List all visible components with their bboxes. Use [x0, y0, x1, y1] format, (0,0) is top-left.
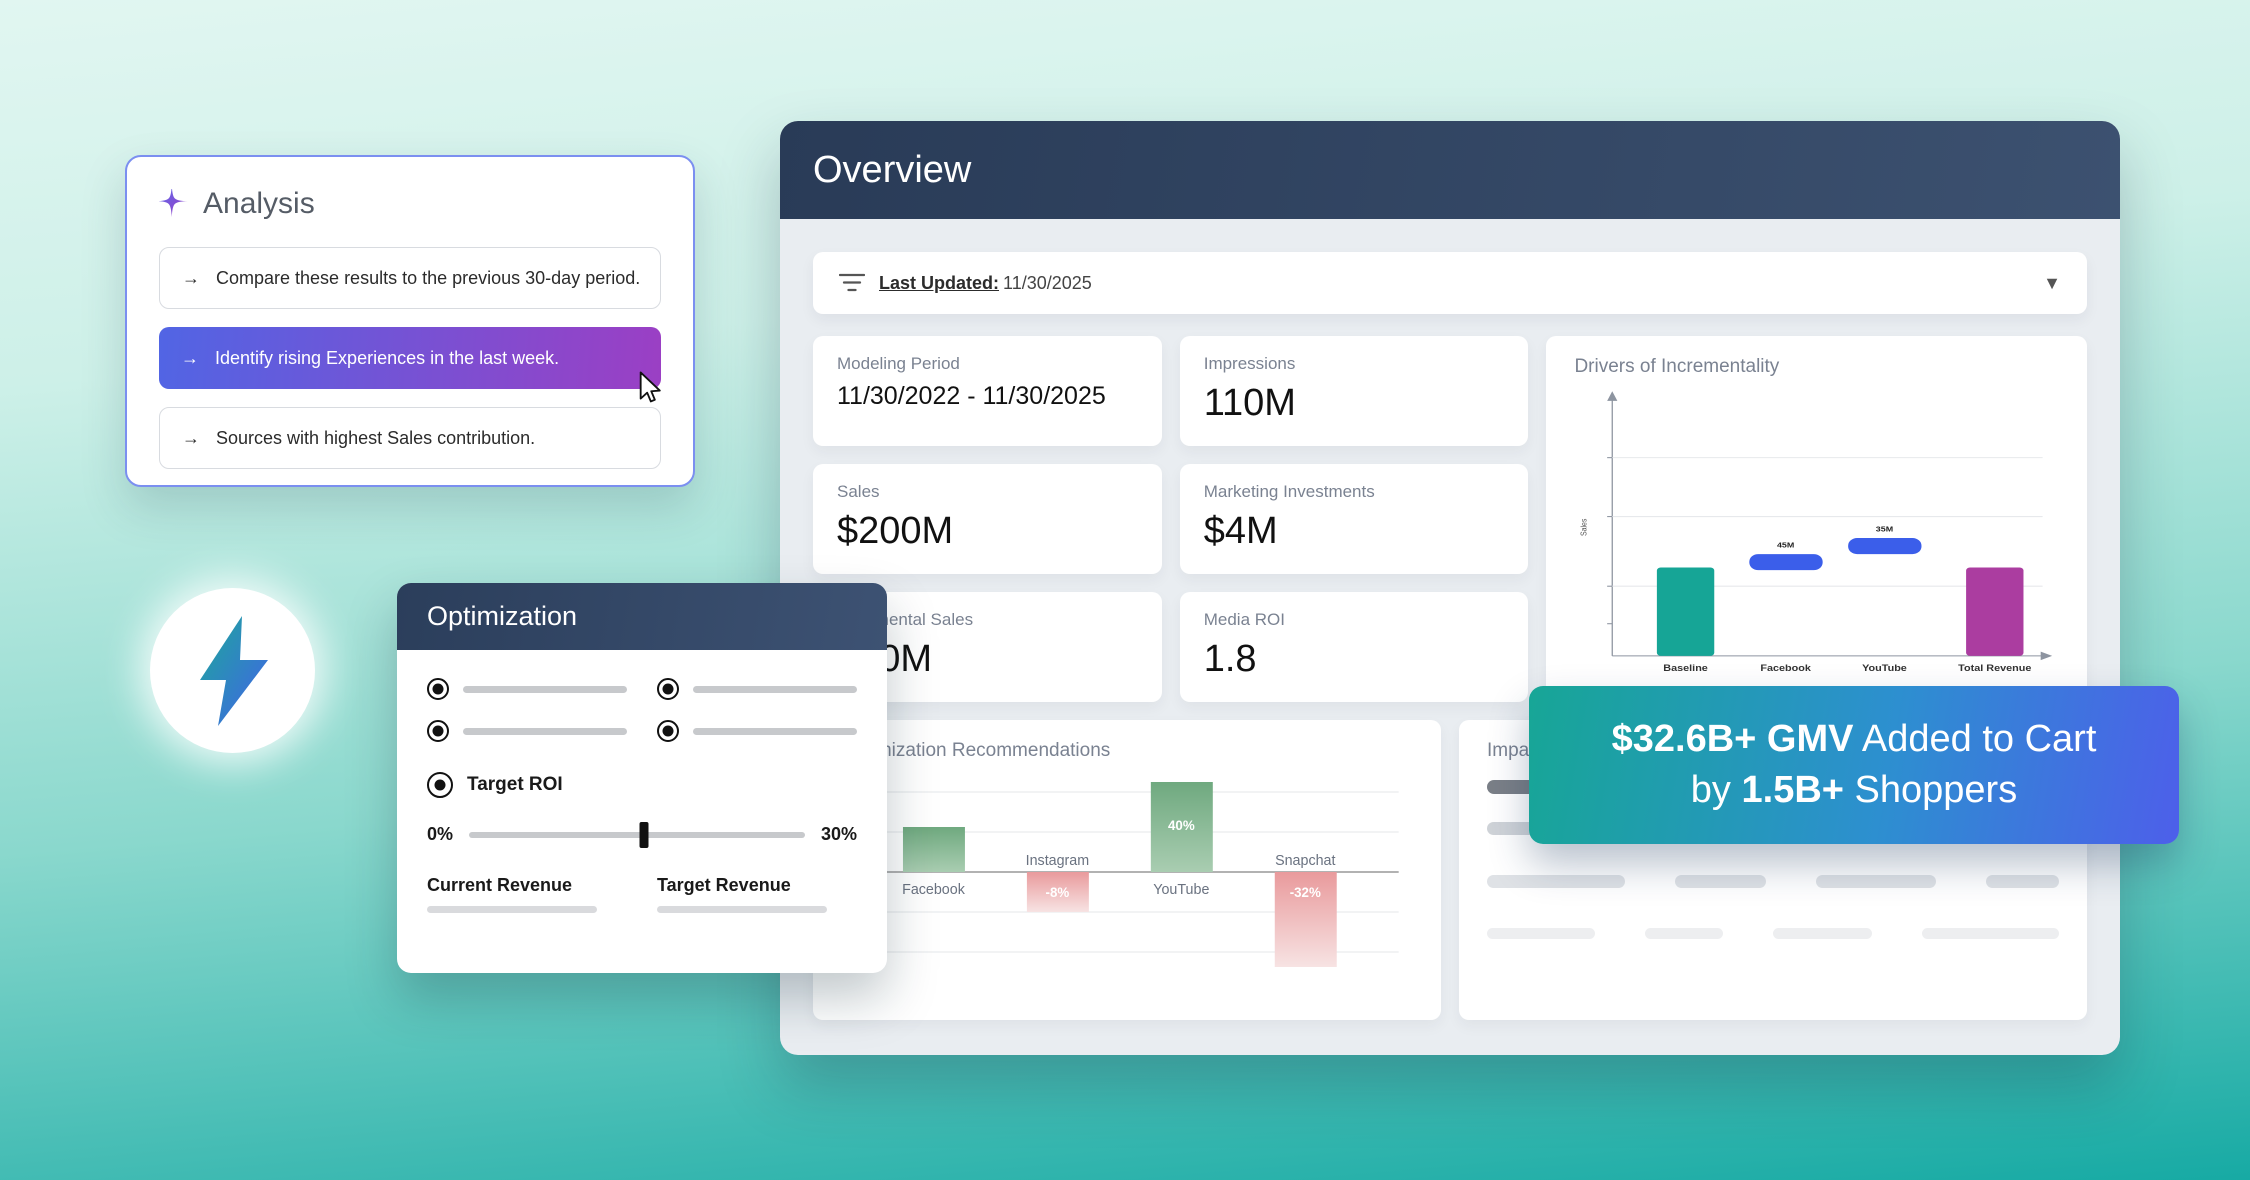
svg-text:Total Revenue: Total Revenue	[1959, 664, 2033, 674]
svg-text:35M: 35M	[1876, 525, 1893, 533]
svg-text:-8%: -8%	[1046, 885, 1070, 900]
svg-text:45M: 45M	[1777, 541, 1794, 549]
svg-text:Instagram: Instagram	[1026, 853, 1090, 869]
svg-text:Facebook: Facebook	[1761, 664, 1812, 674]
svg-text:Facebook: Facebook	[902, 882, 965, 898]
svg-text:-32%: -32%	[1290, 885, 1321, 900]
svg-text:Baseline: Baseline	[1664, 664, 1709, 674]
svg-text:Snapchat: Snapchat	[1275, 853, 1335, 869]
svg-text:Sales: Sales	[1580, 518, 1590, 536]
svg-text:YouTube: YouTube	[1153, 882, 1209, 898]
svg-text:40%: 40%	[1168, 818, 1195, 833]
svg-text:YouTube: YouTube	[1863, 664, 1908, 674]
